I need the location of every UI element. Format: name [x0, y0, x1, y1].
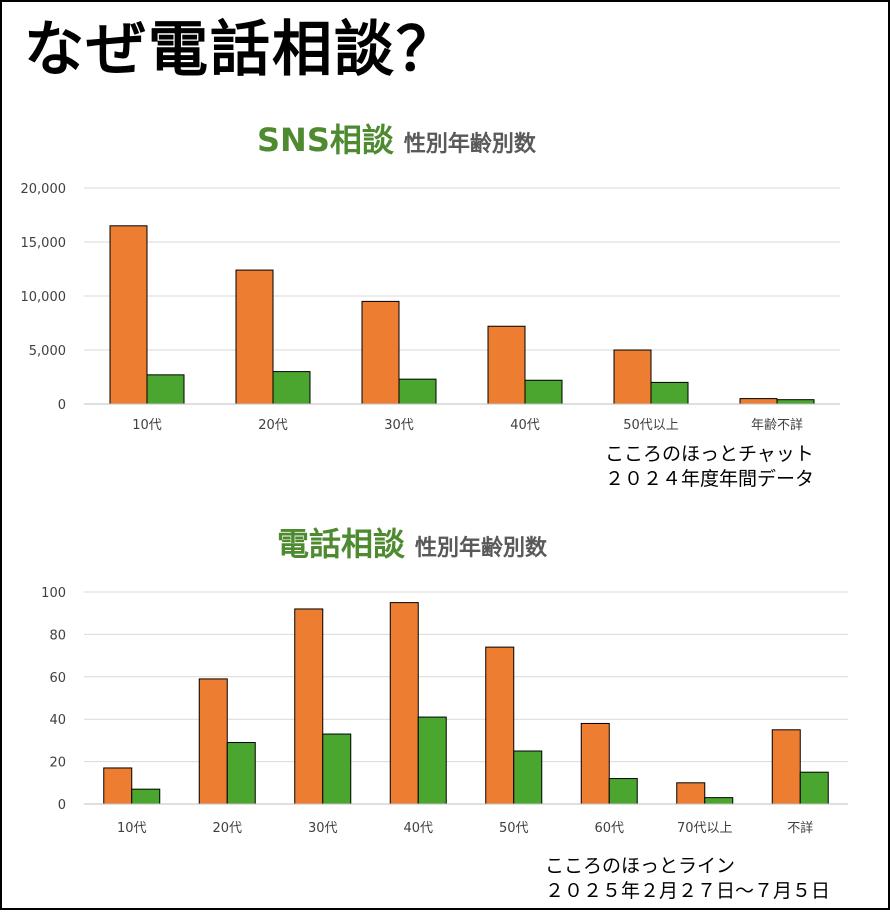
- sns-y-tick-label: 5,000: [29, 344, 66, 359]
- phone-bar-series2-6: [608, 778, 638, 805]
- phone-bar-series1-6: [580, 722, 610, 805]
- sns-source-line-1: こころのほっとチャット: [605, 443, 814, 465]
- phone-bar-series1-3: [294, 608, 324, 805]
- sns-bar-series2-2: [272, 371, 311, 405]
- sns-bar-series2-3: [398, 378, 437, 405]
- sns-source-line-2: ２０２４年度年間データ: [605, 468, 815, 490]
- phone-chart-heading: 電話相談 性別年齢別数: [277, 528, 547, 560]
- sns-y-tick-label: 0: [58, 398, 66, 413]
- phone-x-tick-label: 50代: [499, 821, 529, 836]
- sns-bar-series2-1: [146, 374, 185, 405]
- phone-y-tick-label: 60: [49, 671, 66, 686]
- sns-chart-heading-main: SNS相談: [257, 121, 394, 159]
- phone-y-tick-label: 40: [49, 713, 66, 728]
- phone-y-tick-label: 100: [41, 586, 66, 601]
- phone-bar-series1-4: [389, 602, 419, 805]
- sns-chart-heading-sub: 性別年齢別数: [403, 132, 536, 157]
- sns-x-tick-label: 10代: [132, 418, 162, 433]
- phone-bar-series1-2: [198, 678, 228, 805]
- page-title: なぜ電話相談？: [24, 15, 458, 85]
- phone-x-tick-label: 不詳: [787, 820, 813, 836]
- phone-chart-source: こころのほっとライン ２０２５年２月２７日～７月５日: [545, 854, 830, 904]
- sns-x-tick-label: 20代: [258, 418, 288, 433]
- sns-x-tick-label: 30代: [384, 418, 414, 433]
- sns-consultation-chart: 0 5,000 10,000 15,000 20,000 10代 20代 30代 40代 50代以…: [21, 182, 840, 433]
- sns-bar-series1-5: [613, 349, 652, 405]
- phone-chart-heading-main: 電話相談: [277, 525, 406, 563]
- sns-y-tick-label: 10,000: [21, 290, 67, 305]
- sns-bar-series1-6: [739, 398, 778, 405]
- phone-bar-series2-7: [704, 797, 734, 805]
- sns-chart-heading: SNS相談 性別年齢別数: [257, 124, 536, 156]
- phone-bar-series2-5: [513, 750, 543, 805]
- phone-bar-series1-7: [676, 782, 706, 805]
- phone-source-line-1: こころのほっとライン: [545, 855, 736, 877]
- phone-bar-series2-3: [322, 733, 352, 805]
- phone-x-tick-label: 10代: [117, 821, 147, 836]
- phone-y-tick-label: 80: [49, 628, 66, 643]
- phone-bar-series1-1: [103, 767, 133, 805]
- phone-consultation-chart: 0 20 40 60 80 100 10代 20代 30代 40代 50代 60代 70代以上 不詳: [41, 586, 848, 836]
- phone-x-tick-label: 70代以上: [677, 821, 733, 836]
- sns-x-tick-label: 年齢不詳: [751, 417, 803, 433]
- phone-bar-series2-1: [131, 788, 161, 805]
- phone-x-tick-label: 20代: [212, 821, 242, 836]
- phone-x-tick-label: 40代: [403, 821, 433, 836]
- sns-bar-series1-4: [487, 325, 526, 405]
- sns-x-tick-label: 50代以上: [623, 418, 679, 433]
- sns-chart-source: こころのほっとチャット ２０２４年度年間データ: [605, 442, 814, 492]
- phone-bar-series1-8: [771, 729, 801, 805]
- phone-bar-series2-2: [226, 742, 256, 805]
- sns-bar-series2-5: [650, 381, 689, 405]
- phone-chart-heading-sub: 性別年齢別数: [415, 536, 548, 561]
- phone-x-tick-label: 60代: [594, 821, 624, 836]
- phone-bar-series1-5: [485, 646, 515, 805]
- sns-bar-series2-6: [776, 399, 815, 405]
- sns-y-tick-label: 20,000: [21, 182, 67, 197]
- phone-y-tick-label: 20: [49, 756, 66, 771]
- sns-y-tick-label: 15,000: [21, 236, 67, 251]
- sns-bar-series1-2: [235, 269, 274, 405]
- sns-x-tick-label: 40代: [510, 418, 540, 433]
- sns-bar-series1-1: [109, 225, 148, 405]
- sns-bar-series1-3: [361, 300, 400, 405]
- phone-bar-series2-4: [417, 716, 447, 805]
- phone-x-tick-label: 30代: [308, 821, 338, 836]
- phone-bar-series2-8: [799, 771, 829, 805]
- sns-bar-series2-4: [524, 379, 563, 405]
- phone-source-line-2: ２０２５年２月２７日～７月５日: [545, 880, 831, 902]
- phone-y-tick-label: 0: [58, 798, 66, 813]
